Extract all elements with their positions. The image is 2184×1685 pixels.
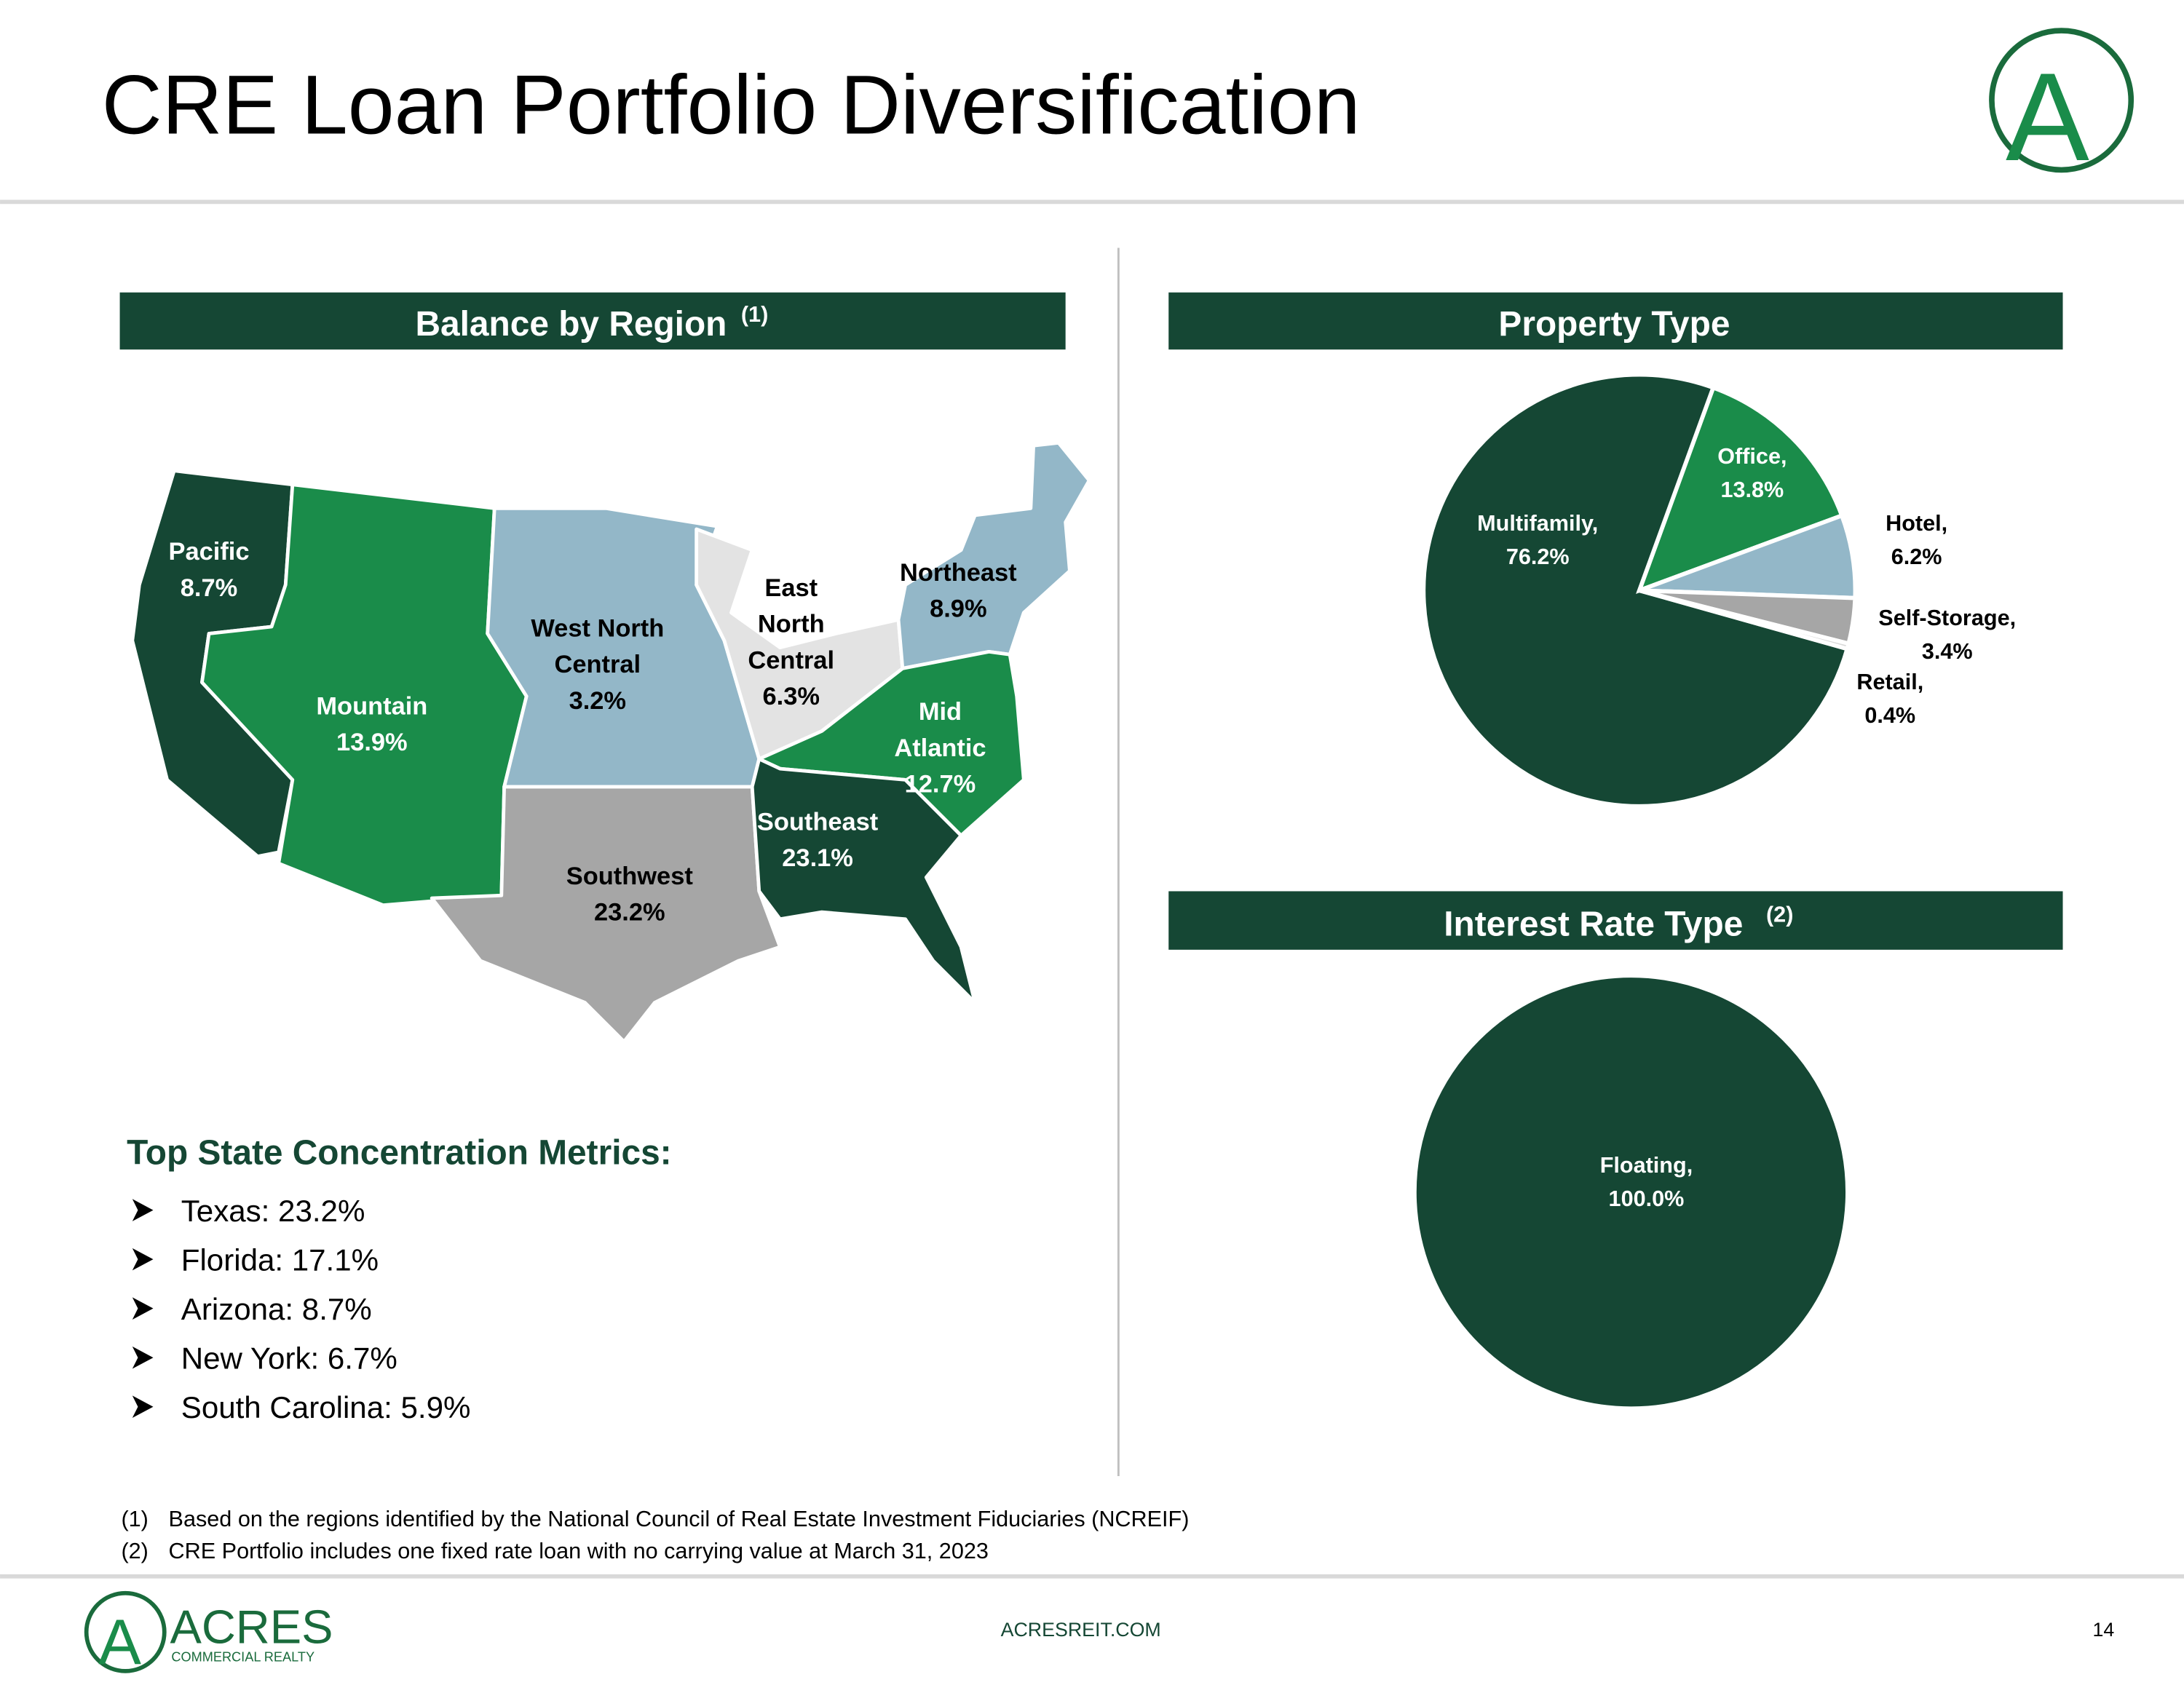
slice-label: 3.4%: [1922, 639, 1973, 664]
svg-text:A: A: [2006, 47, 2089, 187]
slice-label: 0.4%: [1864, 703, 1915, 728]
footnote-marker: (1): [121, 1507, 148, 1531]
slice-category: Self-Storage,: [1878, 606, 2016, 630]
footnote-marker: (2): [121, 1539, 148, 1563]
metrics-heading: Top State Concentration Metrics:: [127, 1133, 671, 1172]
footnote-text: CRE Portfolio includes one fixed rate lo…: [169, 1539, 989, 1563]
footer-logo: A ACRES COMMERCIAL REALTY: [84, 1590, 333, 1678]
region-share: 8.7%: [181, 574, 237, 602]
slice-label: 13.8%: [1720, 477, 1784, 502]
metrics-list: Texas: 23.2% Florida: 17.1% Arizona: 8.7% N…: [132, 1194, 471, 1424]
region-share: 23.2%: [594, 899, 665, 927]
footnotes: (1) Based on the regions identified by th…: [121, 1507, 1189, 1563]
header-bar: [119, 292, 1066, 350]
region-name: Southeast: [757, 808, 879, 836]
header-note: (2): [1766, 903, 1793, 927]
region-name: Northeast: [900, 559, 1017, 587]
region-name: Pacific: [169, 538, 250, 566]
bullet-arrow: [132, 1395, 154, 1419]
slice-category: Hotel,: [1886, 511, 1947, 536]
metric-item: New York: 6.7%: [181, 1341, 397, 1376]
svg-text:A: A: [98, 1606, 141, 1678]
pie-slice: [1636, 384, 1845, 595]
slice-category: Multifamily,: [1477, 511, 1598, 536]
metric-item: South Carolina: 5.9%: [181, 1390, 471, 1424]
region-share: 6.3%: [763, 683, 820, 710]
brand-sub: COMMERCIAL REALTY: [171, 1649, 314, 1664]
slice-label: 6.2%: [1891, 544, 1942, 569]
metric-item: Texas: 23.2%: [181, 1194, 365, 1228]
header-note: (1): [741, 302, 768, 327]
pie-header: Property Type: [1498, 305, 1730, 344]
bullet-arrow: [132, 1199, 154, 1221]
region-name: North: [758, 611, 825, 638]
slice-label: 76.2%: [1506, 544, 1570, 569]
website: ACRESREIT.COM: [1001, 1619, 1161, 1641]
region-northeast: [896, 441, 1091, 670]
metric-item: Arizona: 8.7%: [181, 1292, 372, 1326]
slice-label: 100.0%: [1609, 1186, 1685, 1211]
header-bar: [1168, 891, 2063, 950]
region-name: Mid: [919, 698, 962, 726]
pie-slice: [1639, 588, 1851, 651]
region-name: Southwest: [566, 863, 694, 890]
header-bar: [1168, 292, 2063, 350]
region-labels: Pacific 8.7% Mountain 13.9% West North Centra…: [169, 538, 1018, 927]
region-share: 3.2%: [569, 687, 626, 715]
region-share: 8.9%: [930, 595, 986, 623]
region-name: Central: [555, 651, 641, 678]
slice-category: Retail,: [1856, 670, 1923, 694]
logo: A: [1989, 28, 2134, 187]
pie-header: Interest Rate Type: [1444, 905, 1743, 944]
region-share: 13.9%: [336, 729, 408, 756]
bullet-arrow: [132, 1297, 154, 1320]
region-share: 23.1%: [782, 844, 853, 872]
slide-title: CRE Loan Portfolio Diversification: [102, 59, 1361, 152]
slice-category: Floating,: [1600, 1153, 1693, 1178]
region-southeast: [750, 757, 977, 1004]
page-number: 14: [2093, 1619, 2115, 1641]
region-header: Balance by Region: [415, 305, 727, 344]
bullet-arrow: [132, 1248, 154, 1271]
slice-category: Office,: [1717, 444, 1787, 469]
pie-chart: Floating, 100.0%: [1413, 975, 1848, 1410]
pie-slice: [1421, 372, 1850, 809]
region-share: 12.7%: [905, 771, 976, 798]
us-map: [130, 441, 1091, 1044]
pie-chart: Multifamily, 76.2% Office, 13.8% Hotel, 6.2% S…: [1421, 372, 2016, 809]
metric-item: Florida: 17.1%: [181, 1242, 379, 1277]
region-name: Mountain: [316, 692, 427, 720]
region-name: Central: [748, 646, 834, 674]
brand: ACRES: [170, 1601, 333, 1654]
region-name: East: [764, 574, 818, 602]
pie-slice: [1413, 975, 1848, 1410]
bullet-arrow: [132, 1346, 154, 1369]
region-name: Atlantic: [894, 734, 986, 762]
region-name: West North: [531, 614, 664, 642]
footnote-text: Based on the regions identified by the N…: [169, 1507, 1190, 1531]
